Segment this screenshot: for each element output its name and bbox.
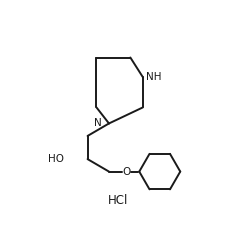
Text: NH: NH bbox=[146, 72, 161, 82]
Text: HO: HO bbox=[48, 154, 64, 164]
Text: N: N bbox=[94, 119, 101, 128]
Text: O: O bbox=[122, 167, 130, 177]
Text: HCl: HCl bbox=[107, 194, 128, 207]
